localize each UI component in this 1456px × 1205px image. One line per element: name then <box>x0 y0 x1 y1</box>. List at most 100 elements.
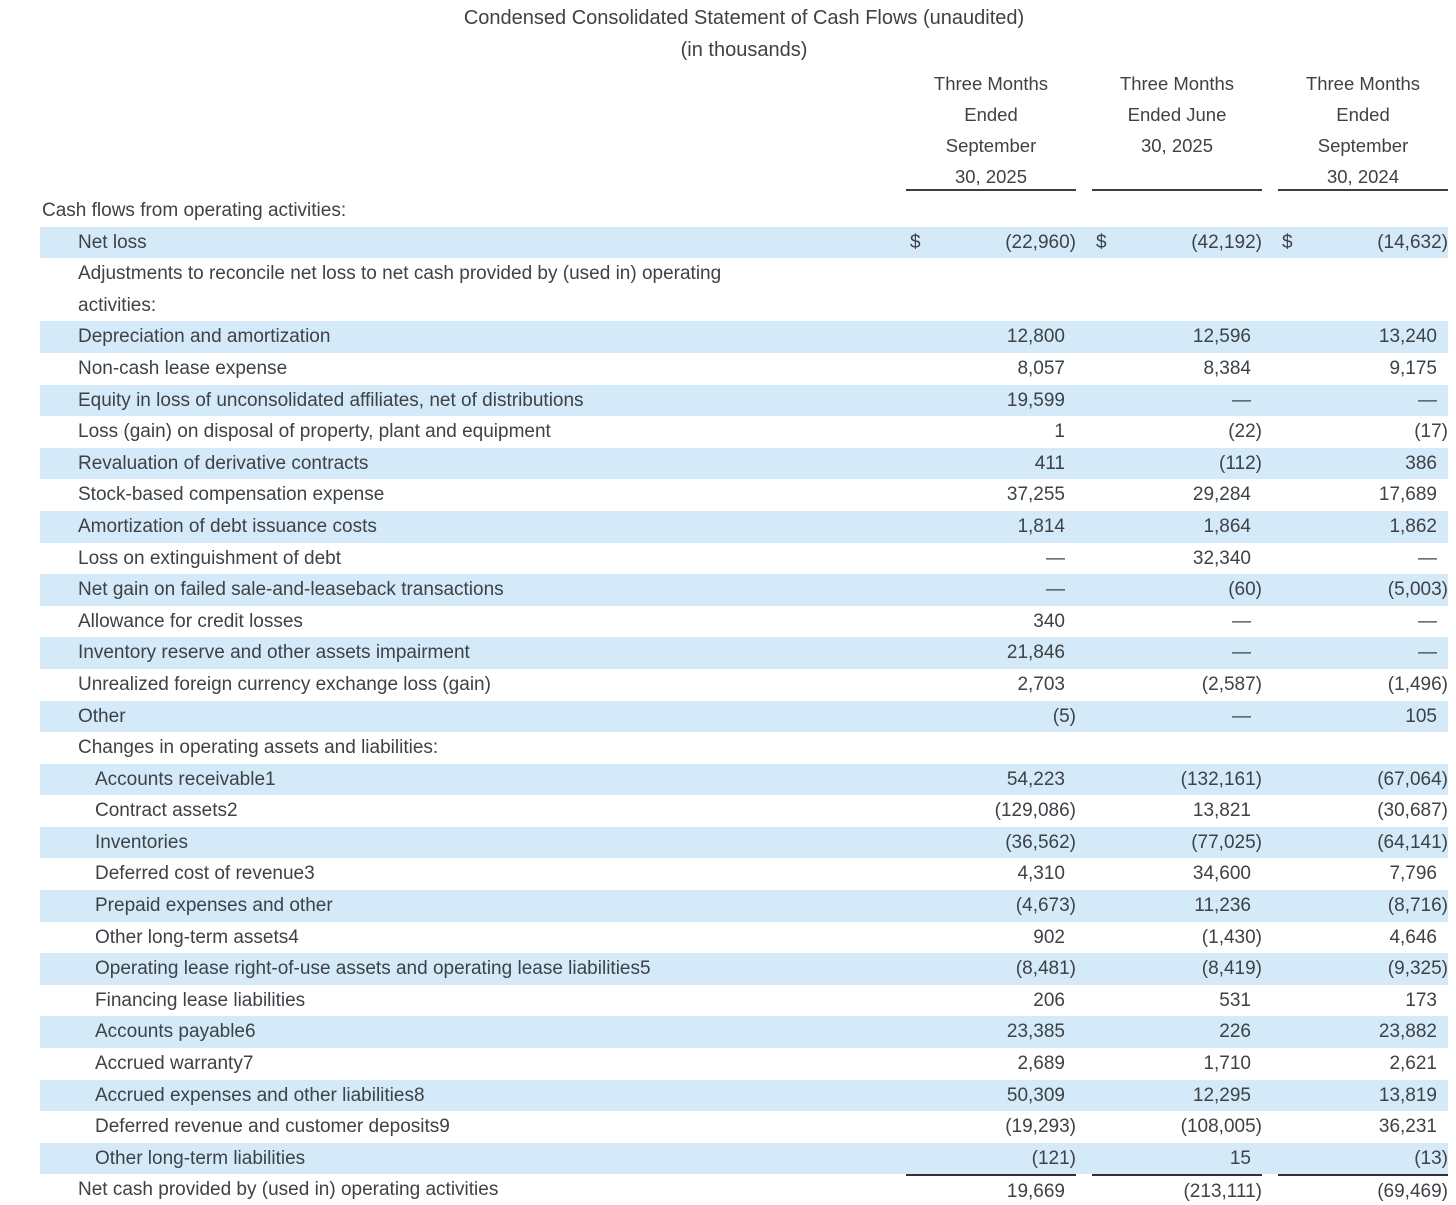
value: 8,057 <box>1017 357 1065 379</box>
value: (30,687) <box>1377 800 1448 822</box>
table-header-row: Three Months Ended September 30, 2025 Three … <box>40 66 1448 191</box>
value-cell: (36,562) <box>906 827 1076 859</box>
column-header-line: September <box>1317 135 1409 156</box>
column-header: Three Months Ended September 30, 2025 <box>906 66 1076 191</box>
value: 1,814 <box>1017 515 1065 537</box>
table-row: Inventories (36,562) (77,025) (64,141) <box>40 826 1448 859</box>
value-cell: 12,596 <box>1092 321 1262 353</box>
value-cell: (121) <box>906 1143 1076 1175</box>
value: 34,600 <box>1192 863 1251 885</box>
value-cell: 8,057 <box>906 353 1076 385</box>
column-header-line: 30, 2025 <box>954 166 1027 187</box>
value: 1,710 <box>1203 1053 1251 1075</box>
value-cell: 411 <box>906 448 1076 480</box>
row-label: Deferred revenue and customer deposits9 <box>95 1116 450 1138</box>
value: (13) <box>1414 1147 1448 1169</box>
row-label: Revaluation of derivative contracts <box>78 452 369 474</box>
currency-symbol: $ <box>1282 231 1293 253</box>
value-cell <box>1000 258 1170 321</box>
value-cell: 36,231 <box>1278 1111 1448 1143</box>
value: (5) <box>1052 705 1076 727</box>
value-cell: (108,005) <box>1092 1111 1262 1143</box>
value: 531 <box>1219 989 1251 1011</box>
value-cell: — <box>906 543 1076 575</box>
value: 37,255 <box>1006 484 1065 506</box>
table-row: Cash flows from operating activities: <box>40 195 1448 227</box>
value-cell: 19,599 <box>906 385 1076 417</box>
value-cell: (4,673) <box>906 890 1076 922</box>
cash-flow-table: Three Months Ended September 30, 2025 Three … <box>40 66 1448 1204</box>
value: 13,240 <box>1378 326 1437 348</box>
table-row: Prepaid expenses and other (4,673) 11,236 (… <box>40 890 1448 922</box>
table-row: Revaluation of derivative contracts 411 (1… <box>40 447 1448 480</box>
value: 23,882 <box>1378 1021 1437 1043</box>
value-cell: (19,293) <box>906 1111 1076 1143</box>
value: (1,496) <box>1387 673 1448 695</box>
value-cell: (5,003) <box>1278 574 1448 606</box>
value: 36,231 <box>1378 1116 1437 1138</box>
value: (22,960) <box>1005 231 1076 253</box>
value: (9,325) <box>1387 958 1448 980</box>
value: — <box>1418 389 1437 411</box>
value: (5,003) <box>1387 579 1448 601</box>
value-cell: $ (14,632) <box>1278 227 1448 259</box>
value-cell: 8,384 <box>1092 353 1262 385</box>
value-cell: (129,086) <box>906 795 1076 827</box>
table-row: Contract assets2 (129,086) 13,821 (30,687) <box>40 795 1448 827</box>
value-cell: 21,846 <box>906 637 1076 669</box>
value-cell: 4,646 <box>1278 922 1448 954</box>
value-cell: 12,295 <box>1092 1080 1262 1112</box>
table-row: Net loss $ (22,960) $ (42,192) $ (14,632) <box>40 226 1448 259</box>
value-cell: 17,689 <box>1278 479 1448 511</box>
value: (129,086) <box>994 800 1076 822</box>
column-header-line: 30, 2024 <box>1326 166 1399 187</box>
currency-symbol: $ <box>1096 231 1107 253</box>
value: (77,025) <box>1191 831 1262 853</box>
value-cell <box>1278 195 1448 227</box>
value: 2,689 <box>1017 1053 1065 1075</box>
table-row: Accounts receivable1 54,223 (132,161) (67,0… <box>40 763 1448 796</box>
table-row: Loss on extinguishment of debt — 32,340 — <box>40 543 1448 575</box>
value: (67,064) <box>1377 768 1448 790</box>
table-row: Deferred cost of revenue3 4,310 34,600 7,79… <box>40 858 1448 890</box>
row-label: Inventory reserve and other assets impai… <box>78 642 470 664</box>
row-label: Deferred cost of revenue3 <box>95 863 315 885</box>
value: 411 <box>1034 452 1065 474</box>
value: 12,596 <box>1192 326 1251 348</box>
value: 173 <box>1405 989 1437 1011</box>
value: 105 <box>1405 705 1437 727</box>
value: (1,430) <box>1201 926 1262 948</box>
table-row: Changes in operating assets and liabilit… <box>40 732 1448 764</box>
value-cell <box>1186 258 1356 321</box>
value-cell: 23,882 <box>1278 1016 1448 1048</box>
column-header: Three Months Ended June 30, 2025 <box>1092 66 1262 191</box>
value: — <box>1418 642 1437 664</box>
row-label: Loss on extinguishment of debt <box>78 547 342 569</box>
value-cell: 12,800 <box>906 321 1076 353</box>
table-row: Allowance for credit losses 340 — — <box>40 606 1448 638</box>
value: 32,340 <box>1192 547 1251 569</box>
value: 12,295 <box>1192 1084 1251 1106</box>
row-label: Accrued expenses and other liabilities8 <box>95 1084 425 1106</box>
value: 340 <box>1033 610 1065 632</box>
value: (22) <box>1228 421 1262 443</box>
value-cell <box>906 732 1076 764</box>
value: 19,599 <box>1006 389 1065 411</box>
value: 13,821 <box>1192 800 1251 822</box>
row-label: Other <box>78 705 126 727</box>
table-row: Net gain on failed sale-and-leaseback tr… <box>40 574 1448 606</box>
column-header-line: Ended <box>1336 104 1390 125</box>
value-cell: 2,703 <box>906 669 1076 701</box>
table-row: Accounts payable6 23,385 226 23,882 <box>40 1016 1448 1049</box>
value: 902 <box>1033 926 1065 948</box>
value: 386 <box>1405 452 1437 474</box>
value-cell: 1,710 <box>1092 1048 1262 1080</box>
value: (42,192) <box>1191 231 1262 253</box>
value: 206 <box>1033 989 1065 1011</box>
table-row: Other long-term assets4 902 (1,430) 4,646 <box>40 922 1448 954</box>
column-header-line: Three Months <box>933 73 1049 94</box>
column-header-line: Ended June <box>1127 104 1227 125</box>
value-cell <box>906 195 1076 227</box>
value: — <box>1232 642 1251 664</box>
value-cell: — <box>1278 606 1448 638</box>
